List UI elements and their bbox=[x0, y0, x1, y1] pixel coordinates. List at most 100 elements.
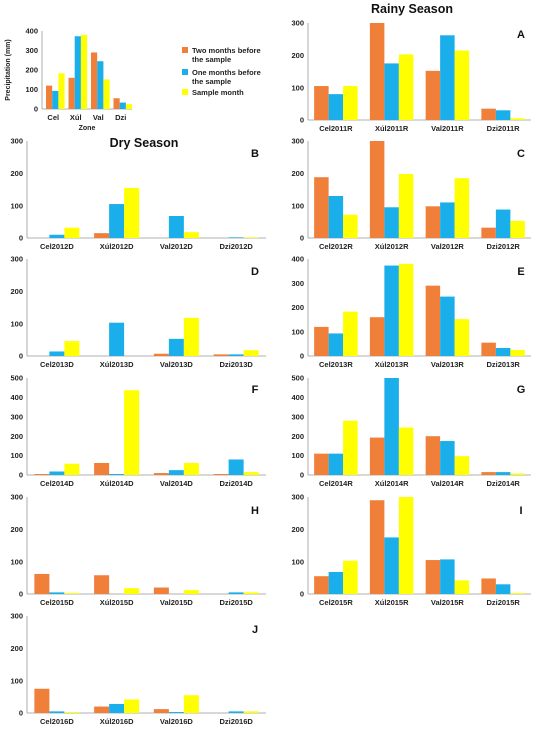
category-label: Cel2014D bbox=[40, 479, 74, 488]
y-tick-label: 500 bbox=[291, 374, 304, 383]
category-label: Val2016D bbox=[160, 717, 194, 726]
y-tick-label: 300 bbox=[10, 612, 23, 621]
bar-F-s0-c2 bbox=[153, 473, 169, 475]
bar-J-s0-c2 bbox=[153, 709, 169, 713]
y-tick-label: 300 bbox=[10, 493, 23, 502]
bar-zone-s2-c3 bbox=[125, 104, 133, 109]
legend-label-two-months-line1: Two months before bbox=[192, 46, 261, 55]
bar-H-s2-c0 bbox=[64, 593, 80, 594]
bar-D-s1-c3 bbox=[228, 354, 244, 356]
y-tick-label: 300 bbox=[291, 493, 304, 502]
bar-B-s2-c2 bbox=[183, 232, 199, 238]
category-label: Dzi2013D bbox=[219, 360, 253, 369]
y-tick-label: 400 bbox=[291, 255, 304, 264]
panel-letter: G bbox=[517, 384, 526, 396]
bar-zone-s0-c1 bbox=[68, 77, 75, 109]
bar-E-s1-c3 bbox=[495, 347, 511, 356]
legend-swatch-sample-month bbox=[182, 89, 188, 95]
category-label: Xúl2012R bbox=[375, 242, 409, 251]
y-tick-label: 100 bbox=[10, 676, 23, 685]
panel-letter: J bbox=[252, 624, 258, 636]
bar-B-s2-c1 bbox=[124, 187, 140, 238]
bar-J-s2-c1 bbox=[124, 699, 140, 713]
bar-C-s1-c0 bbox=[328, 195, 344, 238]
y-axis-label: Precipitation (mm) bbox=[5, 39, 12, 100]
category-label: Val2012R bbox=[431, 242, 465, 251]
bar-E-s1-c0 bbox=[328, 333, 344, 356]
bar-C-s0-c0 bbox=[314, 177, 329, 238]
category-label: Dzi2016D bbox=[219, 717, 253, 726]
bar-I-s2-c3 bbox=[510, 593, 525, 594]
category-label: Xúl2015R bbox=[375, 598, 409, 607]
panel-B: 0 100 200 300 Cel2012D Xúl2012D Val2012D Dzi201… bbox=[10, 137, 266, 251]
bar-D-s2-c3 bbox=[243, 350, 259, 356]
panel-letter: B bbox=[251, 148, 259, 160]
bar-A-s1-c3 bbox=[495, 110, 511, 120]
category-label: Xúl2014R bbox=[375, 479, 409, 488]
bar-J-s0-c0 bbox=[34, 688, 50, 713]
y-tick-label: 0 bbox=[300, 352, 304, 361]
category-label: Val bbox=[93, 113, 104, 122]
bar-C-s0-c1 bbox=[369, 141, 385, 238]
category-label: Cel2013D bbox=[40, 360, 74, 369]
bar-I-s0-c0 bbox=[314, 576, 329, 594]
category-label: Cel2013R bbox=[319, 360, 353, 369]
y-tick-label: 100 bbox=[291, 557, 304, 566]
bar-H-s1-c0 bbox=[49, 592, 65, 594]
bar-I-s0-c2 bbox=[425, 560, 441, 594]
panel-I: 0 100 200 300 Cel2015R Xúl2015R Val2015R Dzi201… bbox=[291, 493, 531, 607]
category-label: Val2013D bbox=[160, 360, 194, 369]
bar-A-s1-c0 bbox=[328, 94, 344, 120]
bar-C-s0-c2 bbox=[425, 206, 441, 238]
bar-H-s0-c0 bbox=[34, 573, 50, 594]
bar-I-s1-c1 bbox=[384, 537, 399, 594]
y-tick-label: 0 bbox=[300, 471, 304, 480]
bar-E-s2-c1 bbox=[398, 263, 414, 356]
category-label: Xúl2015D bbox=[100, 598, 134, 607]
category-label: Cel bbox=[47, 113, 59, 122]
panel-zone: 0 100 200 300 400 Cel Xúl Val Dzi Zone Precipitati… bbox=[5, 27, 133, 132]
y-tick-label: 400 bbox=[25, 27, 38, 36]
bar-E-s1-c2 bbox=[440, 296, 455, 356]
y-tick-label: 300 bbox=[25, 46, 38, 55]
y-tick-label: 200 bbox=[10, 287, 23, 296]
panel-G: 0 100 200 300 400 500 Cel2014R Xúl2014R Val2014R… bbox=[291, 374, 531, 488]
panel-F: 0 100 200 300 400 500 Cel2014D Xúl2014D Val2014D… bbox=[10, 374, 266, 488]
bar-D-s1-c2 bbox=[168, 338, 184, 356]
bar-G-s2-c2 bbox=[454, 456, 470, 475]
bar-C-s1-c2 bbox=[440, 202, 455, 238]
dry-season-title: Dry Season bbox=[110, 136, 179, 150]
y-tick-label: 200 bbox=[10, 169, 23, 178]
bar-F-s2-c2 bbox=[183, 462, 199, 475]
category-label: Dzi2012D bbox=[219, 242, 253, 251]
y-tick-label: 200 bbox=[10, 525, 23, 534]
bar-H-s0-c2 bbox=[153, 587, 169, 594]
bar-F-s1-c2 bbox=[168, 470, 184, 475]
bar-A-s0-c2 bbox=[425, 70, 441, 120]
bar-F-s2-c3 bbox=[243, 472, 259, 475]
bar-G-s1-c3 bbox=[495, 472, 511, 475]
bar-G-s0-c2 bbox=[425, 436, 441, 475]
y-tick-label: 0 bbox=[19, 352, 23, 361]
category-label: Cel2014R bbox=[319, 479, 353, 488]
bar-zone-s1-c3 bbox=[119, 102, 126, 109]
bar-D-s0-c2 bbox=[153, 353, 169, 356]
bar-J-s2-c3 bbox=[243, 711, 259, 713]
panel-letter: E bbox=[517, 266, 524, 278]
y-tick-label: 400 bbox=[291, 393, 304, 402]
bar-H-s1-c3 bbox=[228, 592, 244, 594]
bar-B-s2-c3 bbox=[243, 237, 259, 238]
panel-letter: A bbox=[517, 29, 525, 41]
bar-F-s2-c0 bbox=[64, 463, 80, 475]
bar-F-s0-c3 bbox=[213, 474, 229, 475]
panel-letter: I bbox=[519, 505, 522, 517]
category-label: Dzi2014D bbox=[219, 479, 253, 488]
y-tick-label: 100 bbox=[10, 319, 23, 328]
category-label: Dzi2015R bbox=[486, 598, 520, 607]
bar-E-s0-c2 bbox=[425, 285, 441, 356]
panel-A: 0 100 200 300 Cel2011R Xúl2011R Val2011R Dzi201… bbox=[291, 19, 531, 133]
category-label: Cel2011R bbox=[319, 124, 353, 133]
y-tick-label: 100 bbox=[10, 557, 23, 566]
bar-F-s2-c1 bbox=[124, 390, 140, 475]
